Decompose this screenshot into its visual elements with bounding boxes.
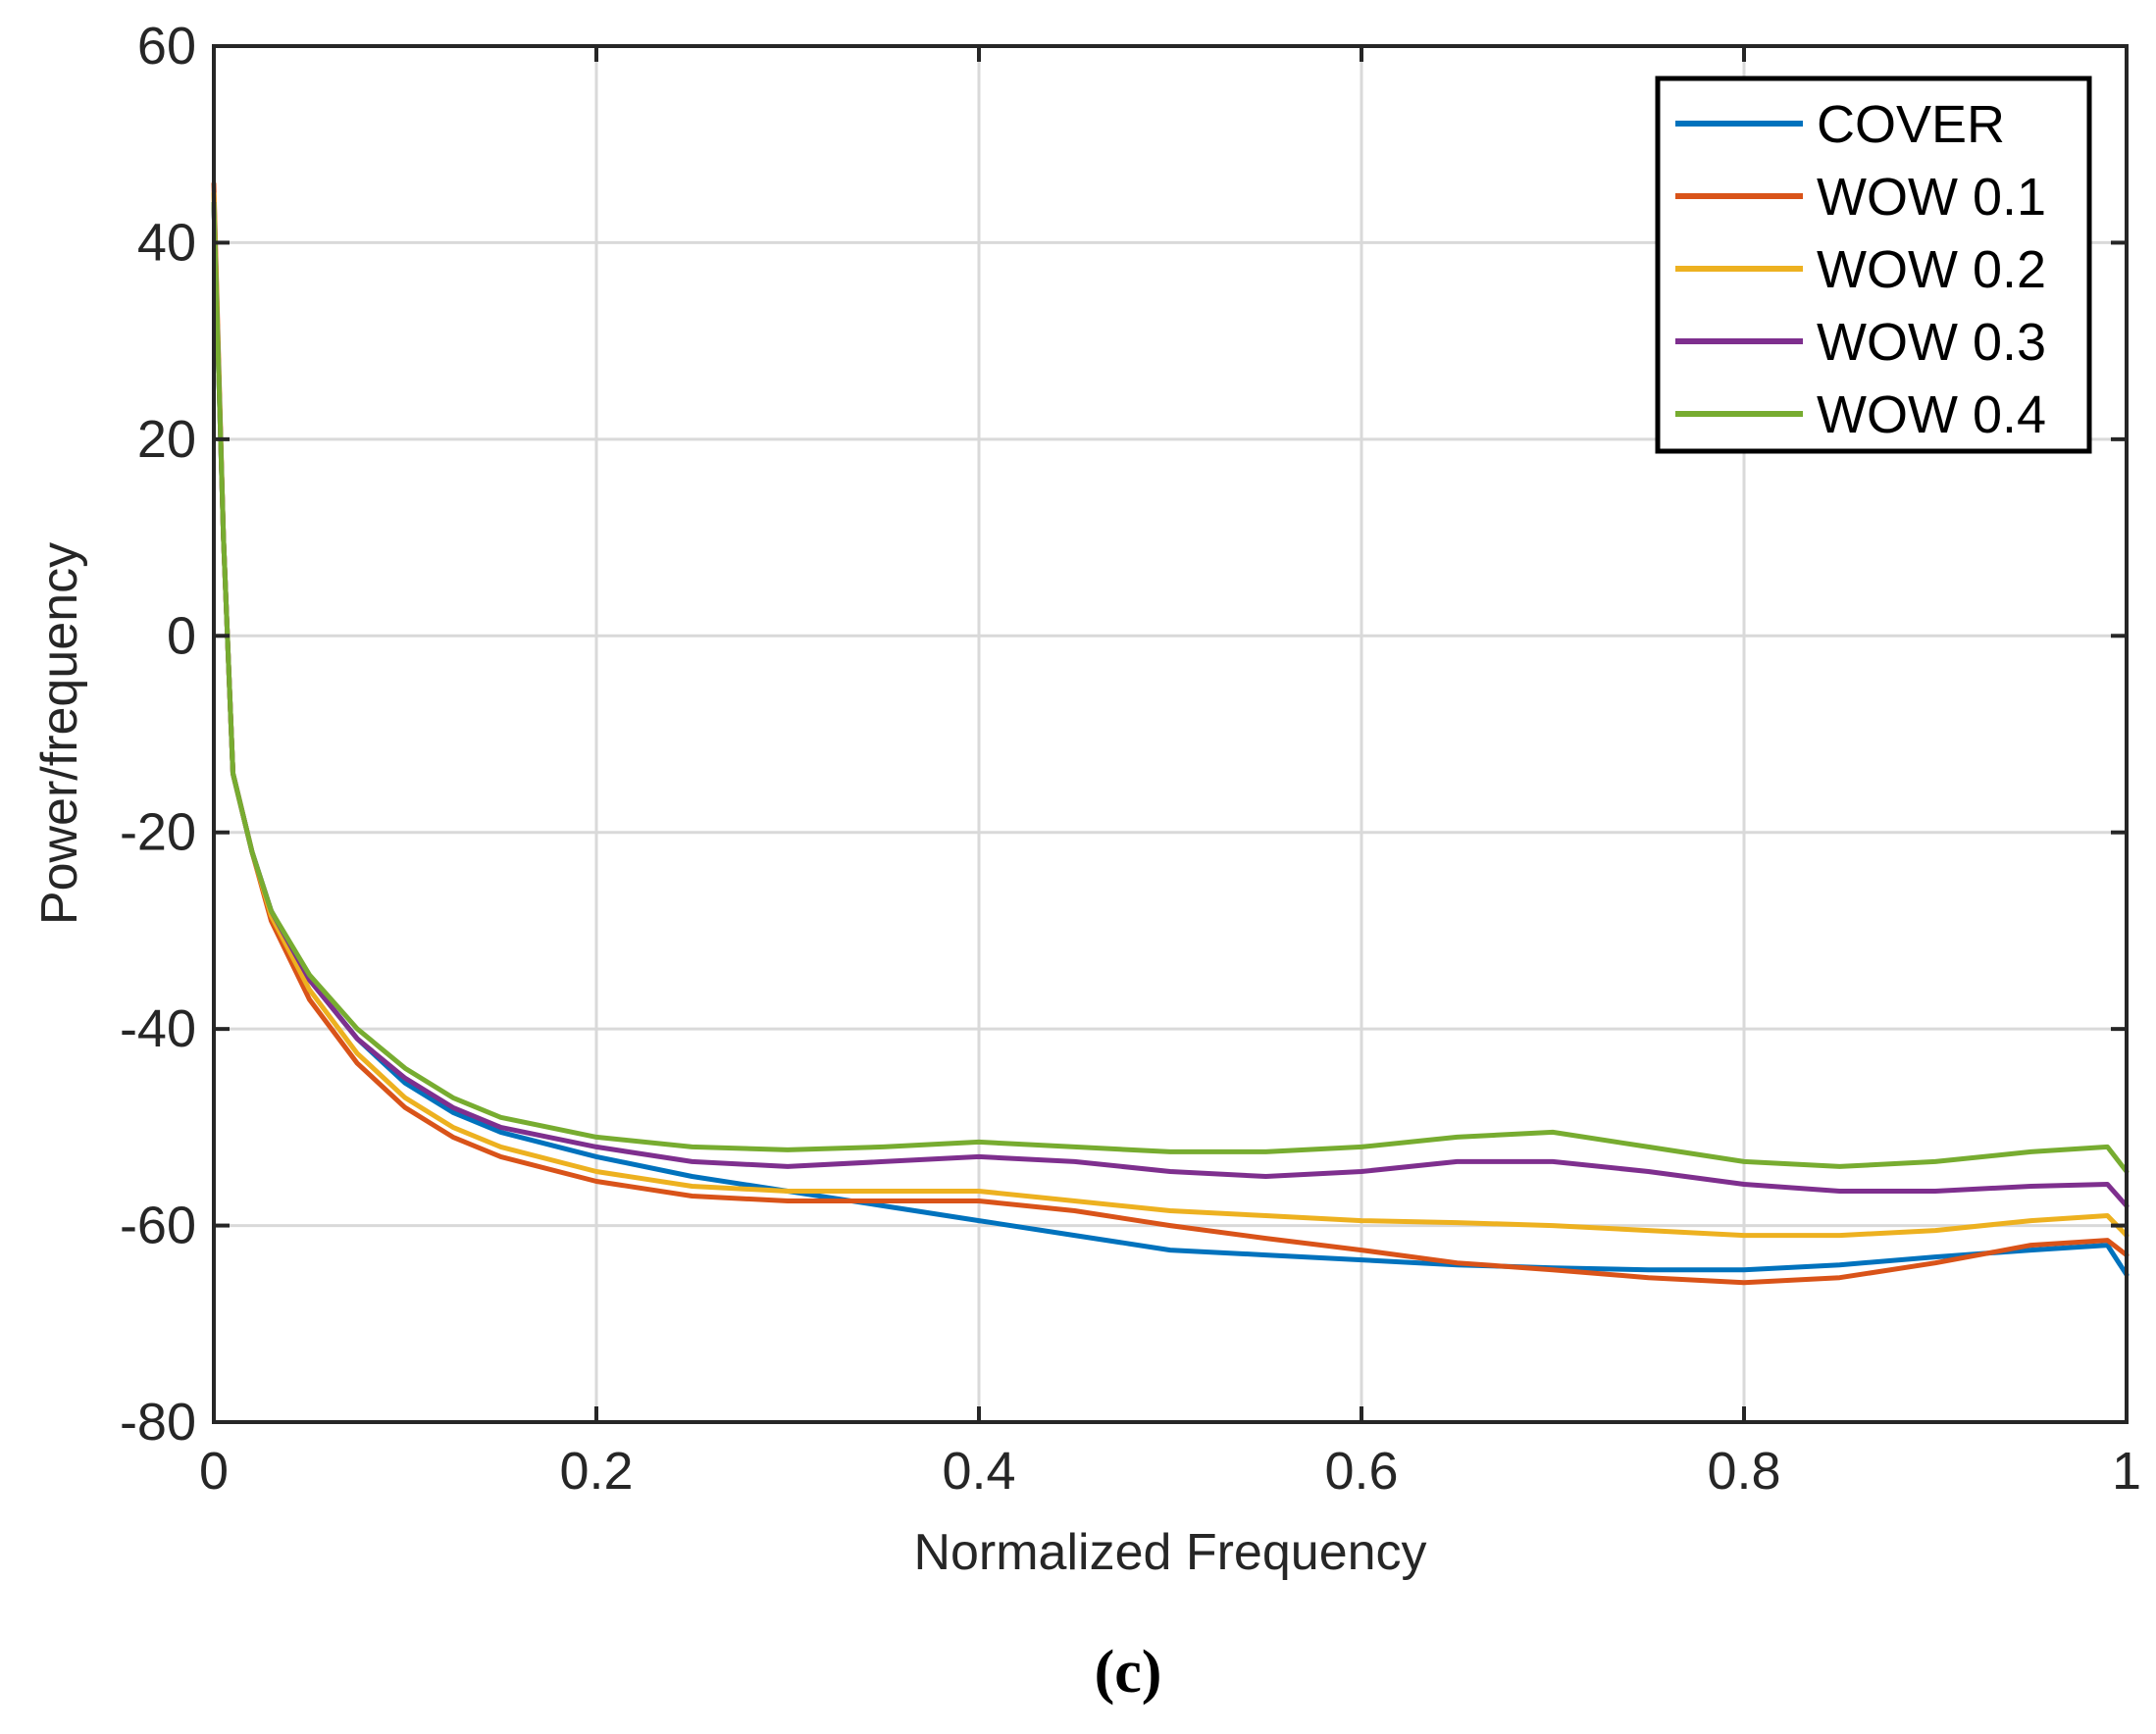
legend-label: WOW 0.3 <box>1817 313 2046 372</box>
x-tick-labels: 0 0.2 0.4 0.6 0.8 1 <box>199 1442 2141 1501</box>
series-line-wow-0-1 <box>211 180 2130 1286</box>
legend-box <box>1655 76 2092 454</box>
legend: COVER WOW 0.1 WOW 0.2 WOW 0.3 WOW 0.4 <box>1655 76 2092 454</box>
legend-label: WOW 0.4 <box>1817 385 2046 444</box>
x-tick-label: 0 <box>199 1442 229 1501</box>
legend-entries: COVER WOW 0.1 WOW 0.2 WOW 0.3 WOW 0.4 <box>1675 95 2046 444</box>
y-tick-label: -40 <box>120 999 196 1058</box>
legend-label: WOW 0.1 <box>1817 168 2046 227</box>
y-tick-label: -80 <box>120 1393 196 1452</box>
plot-frame <box>212 44 2129 1424</box>
x-tick-label: 0.4 <box>942 1442 1015 1501</box>
y-tick-label: 20 <box>137 410 196 469</box>
y-tick-label: -60 <box>120 1197 196 1255</box>
axis-ticks <box>212 44 2129 1424</box>
x-tick-label: 0.8 <box>1707 1442 1780 1501</box>
y-tick-label: 40 <box>137 213 196 272</box>
y-tick-label: 60 <box>137 17 196 76</box>
series-line-wow-0-4 <box>211 200 2130 1174</box>
y-tick-label: 0 <box>167 606 196 665</box>
figure-caption: (c) <box>1095 1639 1162 1706</box>
x-axis-title: Normalized Frequency <box>913 1524 1426 1581</box>
legend-label: WOW 0.2 <box>1817 240 2046 299</box>
x-tick-label: 0.6 <box>1324 1442 1398 1501</box>
x-tick-label: 1 <box>2112 1442 2141 1501</box>
y-tick-label: -20 <box>120 803 196 862</box>
y-axis-title: Power/frequency <box>31 542 88 925</box>
x-tick-label: 0.2 <box>559 1442 633 1501</box>
y-tick-labels: -80 -60 -40 -20 0 20 40 60 <box>120 17 196 1452</box>
series-lines <box>211 180 2130 1286</box>
legend-label: COVER <box>1817 95 2005 154</box>
series-line-wow-0-2 <box>211 190 2130 1239</box>
